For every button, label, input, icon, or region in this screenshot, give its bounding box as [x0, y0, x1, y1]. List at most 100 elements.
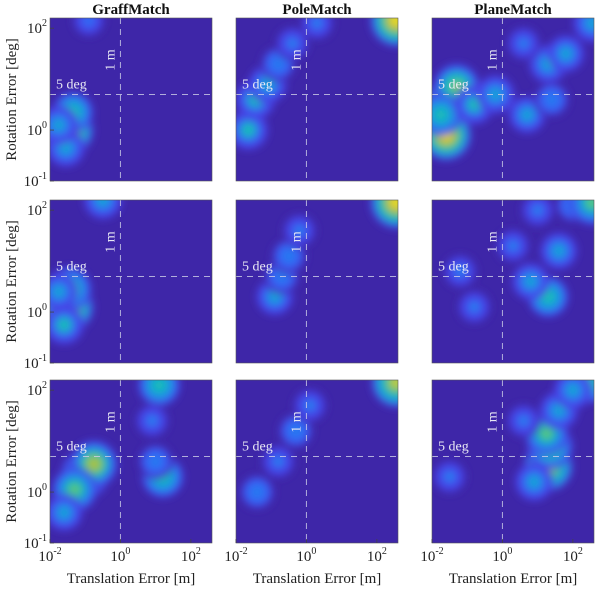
x-axis-label: Translation Error [m]	[449, 571, 578, 587]
density-blob	[552, 380, 594, 411]
density-blob	[274, 25, 311, 62]
y-tick-label-exponent: 2	[42, 380, 47, 391]
panel-frame	[49, 17, 213, 182]
x-tick-label: 100	[492, 546, 512, 565]
x-tick-label-base: 10	[296, 549, 311, 565]
density-blob	[513, 461, 555, 503]
x-tick-label-exponent: 0	[507, 546, 512, 557]
x-tick-label: 10-2	[224, 546, 247, 565]
density-blob	[71, 18, 107, 39]
density-blob	[519, 200, 556, 229]
density-layer	[255, 200, 398, 317]
ref-label-1m: 1 m	[289, 231, 304, 253]
heatmap-panel-r2-graffmatch: 1 m 5 deg	[50, 200, 212, 363]
density-blob	[539, 231, 579, 271]
y-tick-label: 100	[27, 482, 47, 501]
x-tick-label-exponent: 2	[382, 546, 387, 557]
density-blob	[369, 380, 398, 410]
density-blob	[532, 80, 571, 119]
density-layer	[441, 200, 594, 326]
density-blob	[505, 25, 542, 62]
panel-frame	[235, 379, 399, 544]
ref-label-1m: 1 m	[485, 231, 500, 253]
density-blob	[133, 402, 171, 439]
ref-label-1m: 1 m	[485, 411, 500, 433]
y-tick-label: 102	[27, 380, 47, 399]
y-tick-label: 100	[27, 302, 47, 321]
heatmap-panel-r2-planematch: 1 m 5 deg	[432, 200, 594, 363]
y-tick-label-exponent: 0	[42, 482, 47, 493]
ref-label-5deg: 5 deg	[242, 259, 273, 274]
panel-background	[236, 200, 398, 363]
density-layer	[236, 18, 398, 152]
heatmap-panel-r3-planematch: 1 m 5 deg	[432, 380, 594, 543]
x-tick-label: 10-2	[420, 546, 443, 565]
panel-frame	[431, 379, 595, 544]
y-tick-label-base: 10	[27, 305, 42, 321]
density-blob	[82, 200, 124, 221]
y-tick-label: 100	[27, 120, 47, 139]
panel-frame	[49, 379, 213, 544]
density-layer	[50, 200, 124, 346]
density-layer	[50, 380, 186, 533]
ref-label-1m: 1 m	[289, 411, 304, 433]
x-tick-label-exponent: 2	[578, 546, 583, 557]
y-tick-label-base: 10	[27, 21, 42, 37]
ref-label-5deg: 5 deg	[56, 77, 87, 92]
panel-frame	[431, 17, 595, 182]
ref-label-1m: 1 m	[289, 49, 304, 71]
y-tick-label-base: 10	[24, 356, 39, 372]
density-blob	[50, 272, 79, 312]
density-layer	[50, 18, 107, 169]
heatmap-panel-r3-graffmatch: 1 m 5 deg	[50, 380, 212, 543]
density-blob	[475, 74, 516, 115]
y-tick-label-base: 10	[27, 123, 42, 139]
ref-label-1m: 1 m	[103, 231, 118, 253]
panel-frame	[235, 17, 399, 182]
x-axis-label: Translation Error [m]	[253, 571, 382, 587]
density-blob	[136, 380, 182, 408]
y-axis-label: Rotation Error [deg]	[4, 38, 20, 160]
ref-label-5deg: 5 deg	[438, 439, 469, 454]
x-tick-label-base: 10	[563, 549, 578, 565]
x-tick-label-exponent: 2	[196, 546, 201, 557]
x-tick-label-exponent: -2	[435, 546, 443, 557]
density-blob	[511, 261, 551, 302]
density-blob	[505, 402, 542, 439]
y-tick-label-exponent: -1	[39, 533, 47, 544]
ref-label-5deg: 5 deg	[56, 439, 87, 454]
y-tick-label-base: 10	[27, 203, 42, 219]
ref-label-5deg: 5 deg	[242, 77, 273, 92]
heatmap-panel-r1-graffmatch: 1 m 5 deg	[50, 18, 212, 181]
density-layer	[238, 380, 398, 511]
y-tick-label-exponent: 0	[42, 120, 47, 131]
ref-label-1m: 1 m	[103, 411, 118, 433]
y-axis-label: Rotation Error [deg]	[4, 220, 20, 342]
density-layer	[432, 380, 594, 503]
density-blob	[571, 18, 594, 44]
heatmap-panel-r1-planematch: 1 m 5 deg	[432, 18, 594, 181]
density-blob	[441, 253, 479, 290]
x-tick-label-base: 10	[181, 549, 196, 565]
density-blob	[546, 34, 586, 74]
ref-label-5deg: 5 deg	[56, 259, 87, 274]
heatmap-panel-r3-polematch: 1 m 5 deg	[236, 380, 398, 543]
ref-label-5deg: 5 deg	[242, 439, 273, 454]
x-tick-label-base: 10	[420, 549, 435, 565]
y-tick-label: 10-1	[24, 171, 47, 190]
column-title-polematch: PoleMatch	[282, 2, 352, 18]
x-tick-label-exponent: 0	[311, 546, 316, 557]
y-tick-label-base: 10	[24, 536, 39, 552]
density-blob	[494, 227, 532, 265]
density-blob	[238, 473, 277, 511]
x-tick-label-base: 10	[492, 549, 507, 565]
y-tick-label-exponent: 2	[42, 200, 47, 211]
density-blob	[298, 18, 336, 42]
y-tick-label: 102	[27, 18, 47, 37]
x-tick-label-exponent: -2	[239, 546, 247, 557]
x-tick-label-base: 10	[367, 549, 382, 565]
column-title-planematch: PlaneMatch	[474, 2, 552, 18]
x-tick-label: 102	[181, 546, 201, 565]
y-tick-label: 10-1	[24, 533, 47, 552]
